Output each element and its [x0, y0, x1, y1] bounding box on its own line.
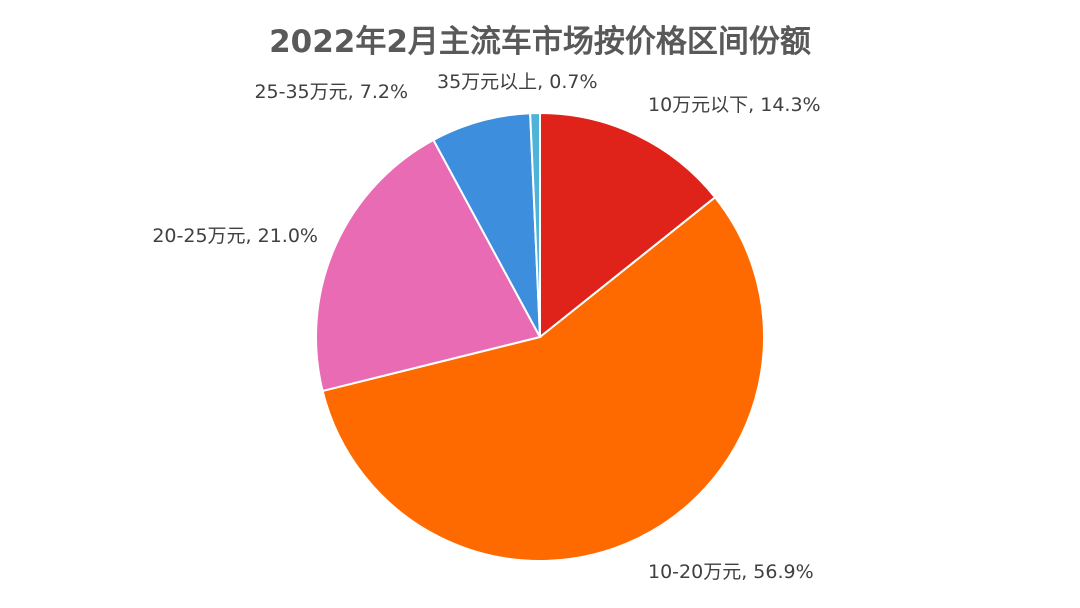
pie-slice-4	[432, 112, 541, 338]
pie-slice-3	[315, 138, 542, 393]
pie-slice-2	[321, 195, 765, 562]
slice-label-1: 10万元以下, 14.3%	[648, 94, 821, 116]
pie-slices	[315, 111, 765, 562]
slice-label-3: 20-25万元, 21.0%	[152, 225, 318, 247]
slice-label-2: 10-20万元, 56.9%	[648, 561, 814, 583]
pie-slice-1	[539, 111, 717, 340]
slice-label-5: 35万元以上, 0.7%	[437, 71, 598, 93]
slice-label-4: 25-35万元, 7.2%	[254, 81, 408, 103]
pie-labels: 10万元以下, 14.3% 10-20万元, 56.9% 20-25万元, 21.0…	[152, 71, 820, 583]
chart-title: 2022年2月主流车市场按价格区间份额	[269, 24, 811, 60]
pie-slice-5	[529, 111, 541, 338]
